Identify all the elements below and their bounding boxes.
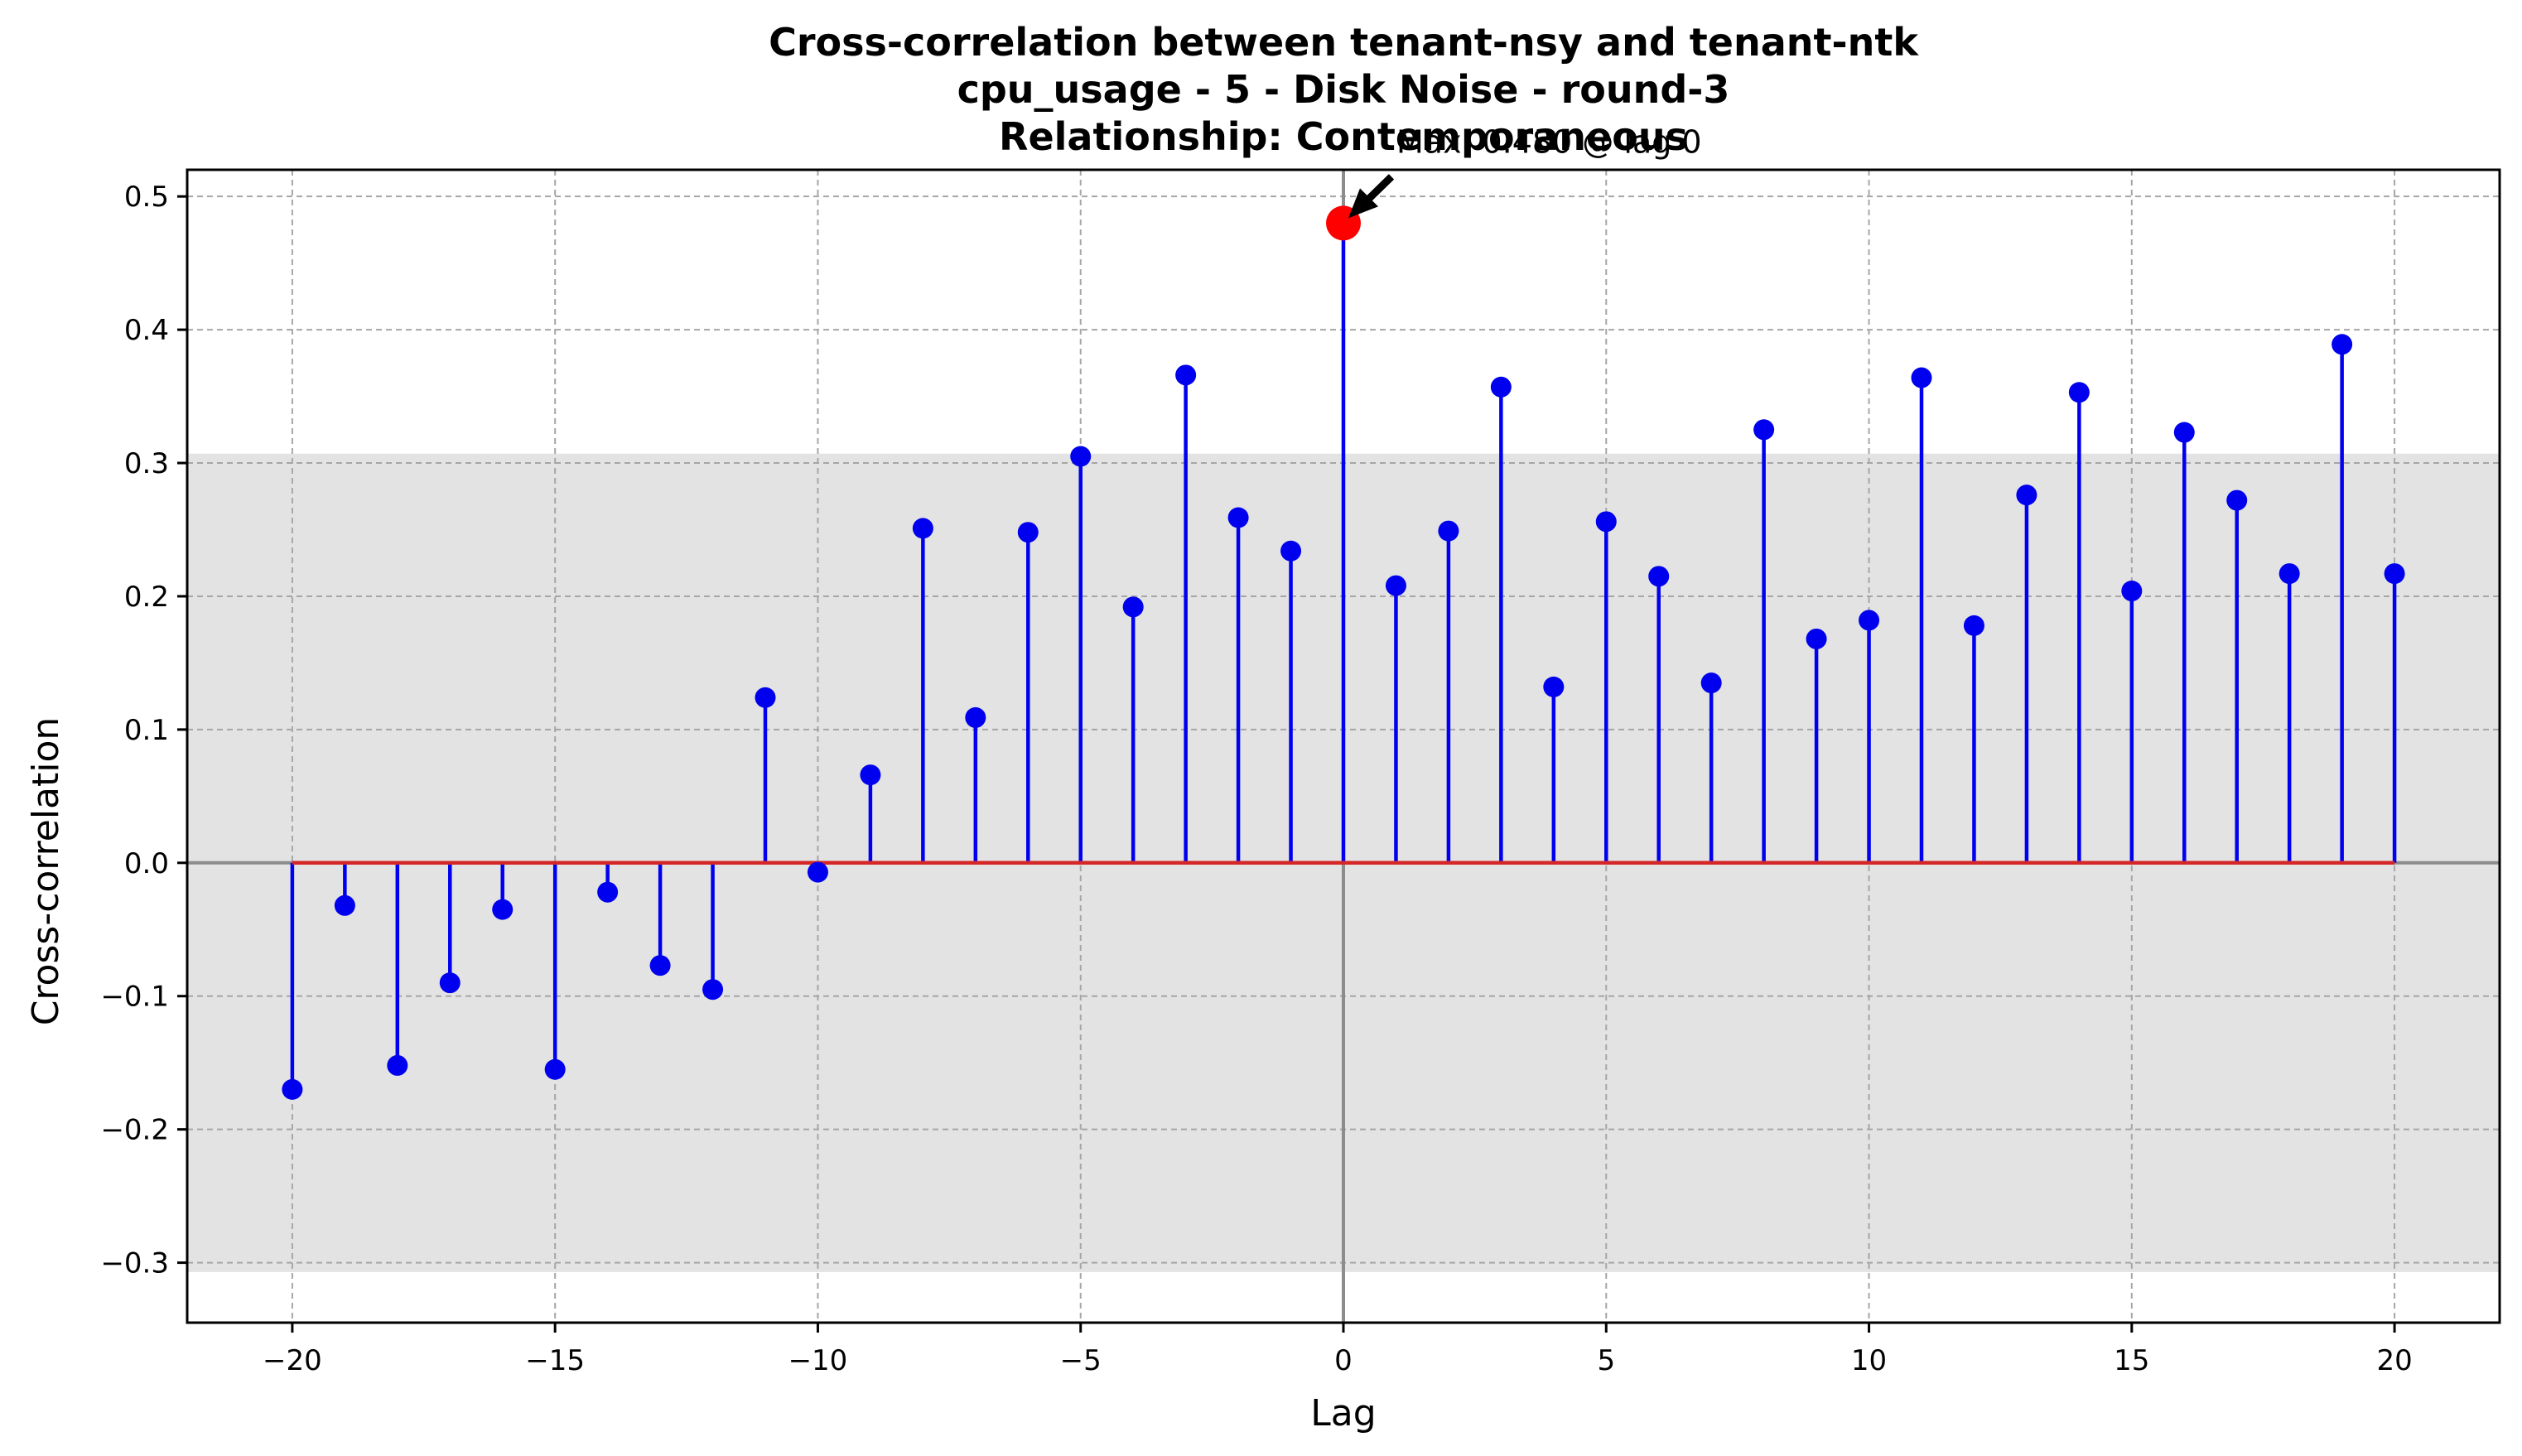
stem-marker: [544, 1058, 566, 1080]
y-tick-label: 0.0: [124, 847, 169, 880]
stem-marker: [1385, 575, 1406, 596]
stem-marker: [334, 894, 355, 916]
stem-marker: [1753, 419, 1775, 441]
y-axis-label: Cross-correlation: [25, 717, 67, 1026]
max-annotation-label: Max: 0.480 @ lag 0: [1396, 123, 1702, 160]
x-tick-label: −10: [788, 1344, 848, 1377]
stem-marker: [1070, 446, 1092, 467]
chart-title-line-2: cpu_usage - 5 - Disk Noise - round-3: [957, 67, 1730, 112]
stem-marker: [1543, 676, 1565, 697]
stem-marker: [2384, 563, 2405, 585]
x-tick-label: 15: [2114, 1344, 2149, 1377]
x-tick-label: −5: [1060, 1344, 1102, 1377]
stem-marker: [2226, 489, 2248, 511]
stem-marker: [282, 1078, 303, 1100]
x-tick-label: 0: [1334, 1344, 1353, 1377]
y-tick-label: −0.1: [100, 981, 169, 1014]
stem-marker: [1911, 367, 1932, 388]
x-tick-label: 20: [2376, 1344, 2412, 1377]
stem-marker: [1700, 673, 1722, 694]
stem-marker: [2332, 334, 2353, 355]
x-tick-label: 10: [1851, 1344, 1887, 1377]
y-tick-label: 0.4: [124, 314, 169, 347]
chart-title: Cross-correlation between tenant-nsy and…: [769, 20, 1919, 159]
stem-marker: [912, 518, 933, 539]
chart-title-line-1: Cross-correlation between tenant-nsy and…: [769, 20, 1919, 65]
stem-marker: [755, 687, 776, 708]
annotation-arrow-head: [1348, 188, 1378, 219]
x-axis-label: Lag: [1310, 1392, 1376, 1434]
stem-marker: [1859, 610, 1880, 631]
y-tick-label: 0.5: [124, 181, 169, 214]
stem-marker: [2173, 422, 2195, 443]
stem-marker: [965, 706, 986, 728]
stem-marker: [1280, 540, 1302, 562]
stem-marker: [439, 972, 461, 994]
stem-marker: [1648, 566, 1670, 587]
y-tick-label: −0.3: [100, 1247, 169, 1280]
chart-title-line-3: Relationship: Contemporaneous: [999, 114, 1688, 159]
x-tick-label: −20: [263, 1344, 322, 1377]
plot-area: Max: 0.480 @ lag 0 −20 −15 −10 −5 0 5 10 15 20 −0.…: [100, 123, 2501, 1377]
y-tick-label: 0.1: [124, 714, 169, 747]
stem-marker: [1595, 511, 1617, 533]
stem-marker: [1806, 628, 1827, 649]
x-tick-label: −15: [525, 1344, 585, 1377]
stem-marker: [860, 764, 881, 786]
stem-marker: [1227, 507, 1249, 528]
stem-marker: [702, 979, 724, 1000]
stem-marker: [597, 881, 619, 903]
y-tick-label: 0.3: [124, 447, 169, 480]
stem-marker: [1122, 596, 1144, 618]
stem-marker: [1017, 522, 1039, 543]
stem-marker: [1438, 520, 1459, 542]
y-tick-label: −0.2: [100, 1114, 169, 1147]
stem-marker: [807, 861, 828, 883]
stem-marker: [492, 899, 514, 920]
stem-marker: [1963, 615, 1984, 636]
stem-marker: [2016, 485, 2037, 506]
stem-marker: [2121, 581, 2143, 602]
stem-marker: [2068, 382, 2090, 403]
stem-marker: [1175, 364, 1197, 386]
x-tick-label: 5: [1597, 1344, 1615, 1377]
stem-marker: [1490, 376, 1512, 398]
y-tick-label: 0.2: [124, 581, 169, 614]
stem-marker: [649, 955, 671, 976]
stem-marker: [387, 1054, 408, 1076]
stem-marker: [2278, 563, 2300, 585]
